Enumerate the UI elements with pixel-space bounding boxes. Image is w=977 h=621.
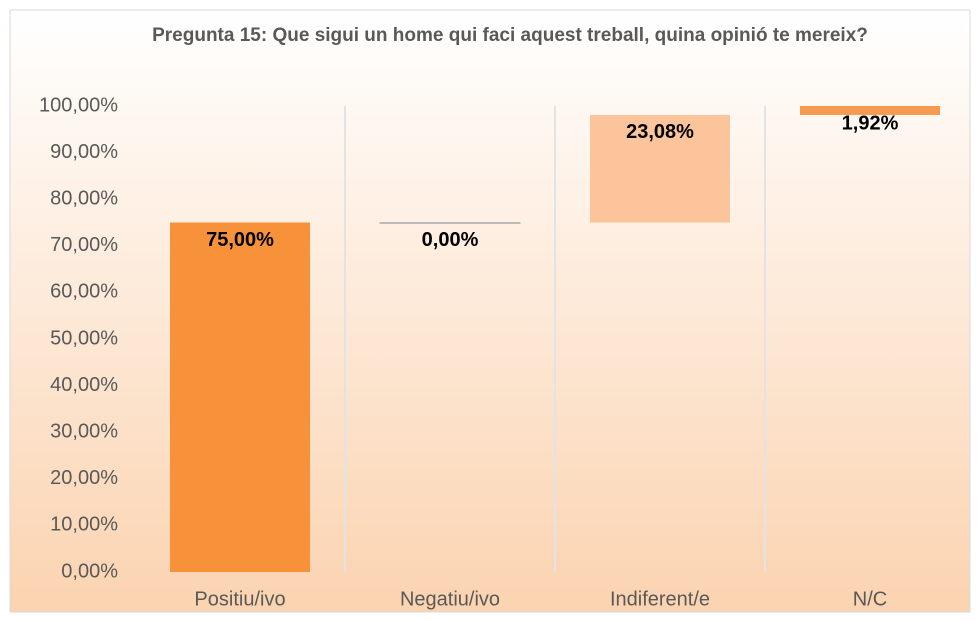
y-tick-label: 80,00% (50, 187, 118, 209)
x-tick-label: Indiferent/e (610, 588, 710, 610)
bar (170, 222, 310, 572)
bar (800, 106, 940, 115)
y-tick-label: 30,00% (50, 420, 118, 442)
value-label: 23,08% (626, 121, 694, 143)
y-tick-label: 0,00% (61, 560, 118, 582)
y-tick-label: 10,00% (50, 514, 118, 536)
x-tick-label: N/C (853, 588, 887, 610)
y-tick-label: 50,00% (50, 327, 118, 349)
chart-title: Pregunta 15: Que sigui un home qui faci … (152, 25, 868, 46)
value-label: 75,00% (206, 229, 274, 251)
value-label: 0,00% (422, 229, 479, 251)
chart-frame (9, 9, 971, 613)
value-label: 1,92% (842, 112, 899, 134)
y-tick-label: 40,00% (50, 374, 118, 396)
y-tick-label: 90,00% (50, 141, 118, 163)
y-tick-label: 20,00% (50, 467, 118, 489)
x-tick-label: Negatiu/ivo (400, 588, 500, 610)
x-tick-label: Positiu/ivo (194, 588, 285, 610)
y-tick-label: 60,00% (50, 281, 118, 303)
bar (379, 222, 521, 224)
y-tick-label: 100,00% (39, 94, 118, 116)
y-tick-label: 70,00% (50, 234, 118, 256)
bar (590, 114, 730, 223)
